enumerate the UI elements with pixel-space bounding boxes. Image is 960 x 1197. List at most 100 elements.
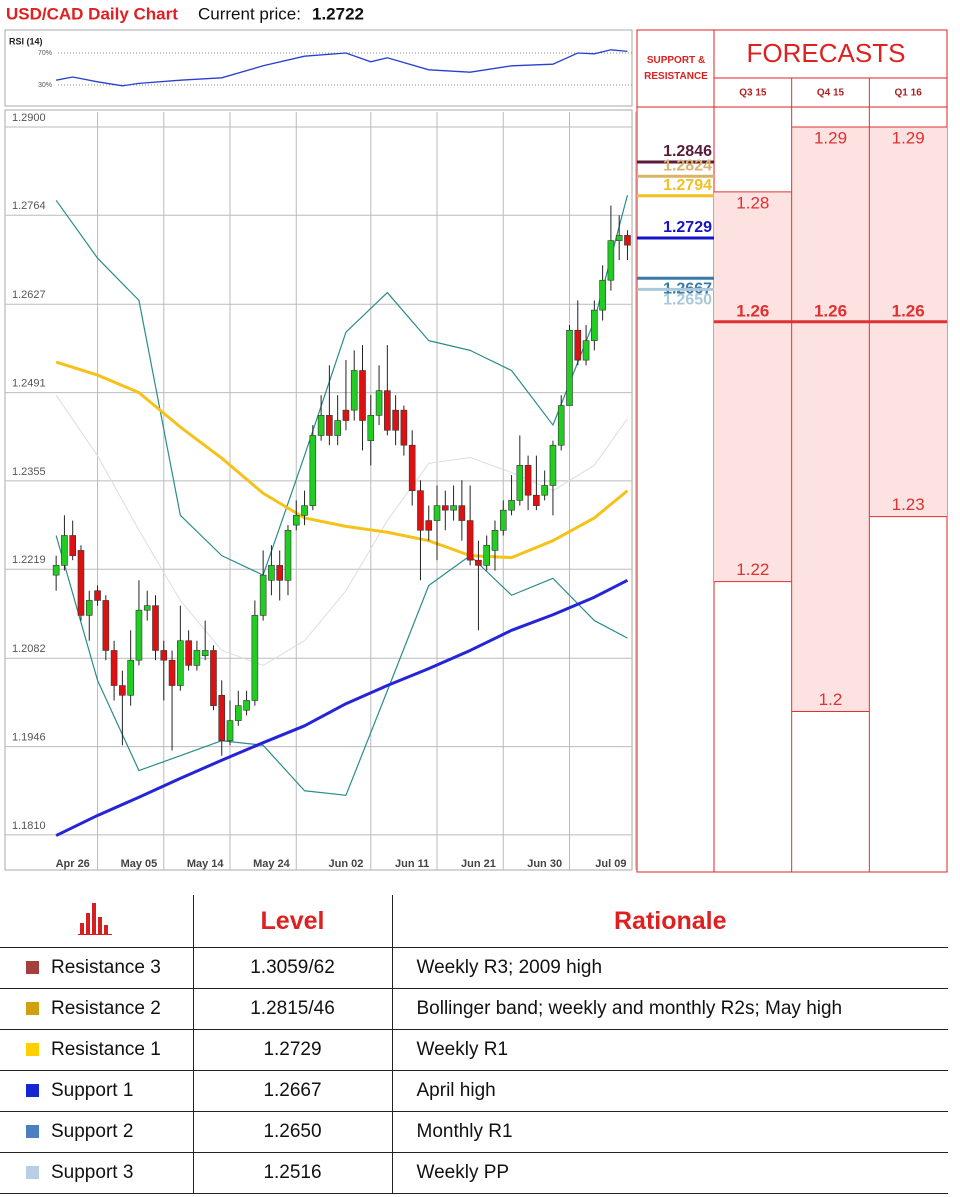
y-tick-label: 1.2900 <box>12 112 46 124</box>
candle-body <box>582 340 590 361</box>
candle-body <box>433 505 441 521</box>
candle-body <box>135 609 143 661</box>
indicator-line <box>55 578 629 837</box>
bar-icon <box>78 902 113 935</box>
candle-body <box>508 500 515 511</box>
level-label: 1.2650 <box>663 292 712 309</box>
forecast-range <box>791 126 870 712</box>
candle-body <box>450 505 457 511</box>
candle-body <box>52 565 60 576</box>
rsi-frame <box>4 29 633 107</box>
candle-body <box>400 409 408 446</box>
candle-body <box>375 390 383 416</box>
color-swatch <box>26 1043 39 1056</box>
chart-title: USD/CAD Daily Chart <box>6 4 178 23</box>
candle-body <box>301 505 308 516</box>
level-label: 1.2794 <box>663 177 712 194</box>
table-header: Level Rationale <box>0 895 948 948</box>
table-cell: Support 3 <box>0 1152 194 1194</box>
price-frame <box>4 109 633 871</box>
indicator-line <box>55 394 628 666</box>
icon-base <box>78 933 113 935</box>
x-tick-label: Jul 09 <box>595 858 626 870</box>
forecast-range <box>714 191 792 582</box>
candle-body <box>425 520 433 531</box>
icon-bar <box>92 902 97 935</box>
y-tick-label: 1.2491 <box>12 378 46 390</box>
level-label: 1.2824 <box>663 158 712 175</box>
x-tick-label: Jun 21 <box>461 858 496 870</box>
candle-body <box>417 490 424 531</box>
candle-body <box>342 409 350 421</box>
candle-body <box>259 574 267 616</box>
candle-body <box>94 590 101 601</box>
candle-body <box>408 444 416 491</box>
cell-text: Resistance 3 <box>51 957 161 978</box>
candle-body <box>210 650 217 706</box>
cell-text: Resistance 2 <box>51 998 161 1019</box>
forecast-high-label: 1.28 <box>736 193 769 212</box>
x-tick-label: Jun 02 <box>329 858 364 870</box>
candle-body <box>499 509 507 531</box>
table-cell: Monthly R1 <box>392 1111 948 1153</box>
forecast-column: Q4 15 <box>817 88 845 99</box>
candle-body <box>193 650 201 666</box>
candle-body <box>268 565 275 581</box>
candle-body <box>615 235 623 241</box>
icon-bar <box>104 924 109 935</box>
table-row: Resistance 3 1.3059/62 Weekly R3; 2009 hig… <box>0 947 948 989</box>
candle-body <box>185 640 192 666</box>
header-rationale: Rationale <box>392 895 948 948</box>
table-row: Support 2 1.2650 Monthly R1 <box>0 1111 948 1153</box>
color-swatch <box>26 1002 39 1015</box>
candle-body <box>334 420 341 436</box>
candle-body <box>218 694 226 742</box>
candle-body <box>384 390 391 431</box>
indicator-line <box>55 535 628 796</box>
forecast-column: Q1 16 <box>895 88 923 99</box>
levels-header: SUPPORT & RESISTANCE <box>644 55 708 82</box>
levels-title: SUPPORT & RESISTANCE <box>644 55 708 82</box>
candle-body <box>119 685 126 696</box>
cell-text: Weekly PP <box>416 1162 510 1183</box>
candle-body <box>177 640 184 686</box>
candle-body <box>524 465 532 496</box>
table-cell: 1.2729 <box>193 1029 393 1071</box>
candle-body <box>226 720 234 742</box>
candle-body <box>201 650 209 656</box>
price-label: Current price: <box>198 4 301 23</box>
cell-text: Monthly R1 <box>416 1121 513 1142</box>
y-tick-label: 1.2764 <box>12 200 46 212</box>
candle-body <box>143 605 151 611</box>
candle-body <box>61 535 68 566</box>
levels-table: Level Rationale Resistance 3 1.3059/62 Wee… <box>0 895 948 1194</box>
y-tick-label: 1.1810 <box>12 820 46 832</box>
color-swatch <box>26 1166 39 1179</box>
cell-text: April high <box>416 1080 496 1101</box>
x-tick-label: Jun 11 <box>395 858 429 870</box>
header-level: Level <box>193 895 393 948</box>
cell-text: Weekly R1 <box>416 1039 509 1060</box>
header-icon-cell <box>0 895 194 948</box>
forecast-title: FORECASTS <box>747 38 906 68</box>
candle-body <box>292 515 300 526</box>
candle-body <box>359 370 366 421</box>
candle-body <box>367 415 375 441</box>
level-label: 1.2729 <box>663 219 712 236</box>
candle-body <box>317 415 325 436</box>
table-cell: Weekly R3; 2009 high <box>392 947 948 989</box>
candle-body <box>557 405 565 446</box>
table-cell: Weekly PP <box>392 1152 948 1194</box>
table-row: Resistance 1 1.2729 Weekly R1 <box>0 1029 948 1071</box>
table-cell: Support 1 <box>0 1070 194 1112</box>
cell-text: 1.2667 <box>263 1080 322 1101</box>
icon-bar <box>80 922 85 935</box>
cell-text: 1.2650 <box>263 1121 322 1142</box>
table-cell: 1.2667 <box>193 1070 393 1112</box>
candle-body <box>466 520 474 561</box>
table-cell: Weekly R1 <box>392 1029 948 1071</box>
forecast-high-label: 1.29 <box>892 128 925 147</box>
table-cell: Resistance 2 <box>0 988 194 1030</box>
candle-body <box>516 465 524 501</box>
